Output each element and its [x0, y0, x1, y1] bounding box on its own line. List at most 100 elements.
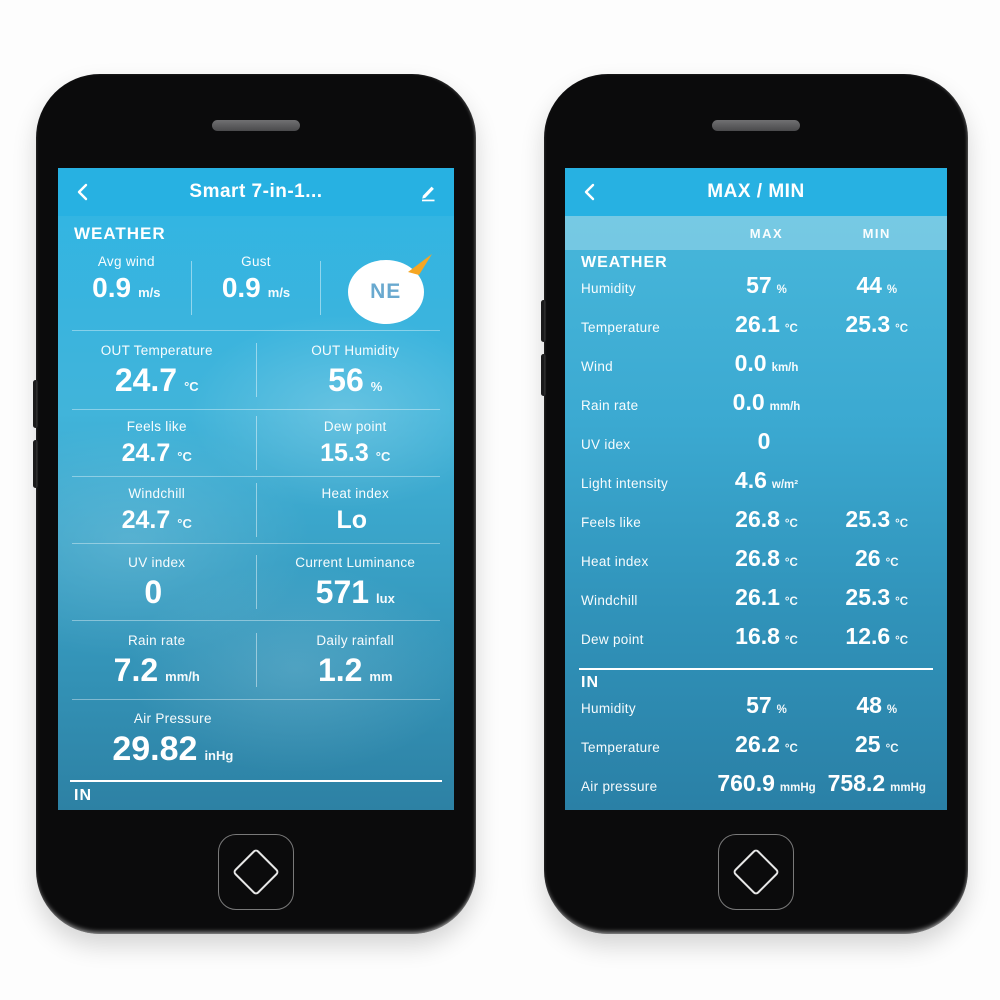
metric-value: 0.9 [221, 272, 261, 303]
metric-label: Windchill [128, 486, 186, 502]
maxmin-row: Light intensity 4.6 w/m² [565, 469, 947, 508]
metric-value-line: Lo [336, 507, 374, 534]
maxmin-row: Air pressure 760.9 mmHg 758.2 mmHg [565, 772, 947, 810]
maxmin-row: Windchill 26.1 °C 25.3 °C [565, 586, 947, 625]
metric-label: UV index [128, 554, 186, 570]
metric-label: Air pressure [581, 779, 658, 794]
metric-value: 56 [328, 361, 364, 398]
volume-up-button[interactable] [33, 380, 38, 428]
metric-value-line: 7.2 mm/h [114, 653, 200, 688]
metric-unit: m/s [138, 285, 161, 300]
metric-label: Windchill [581, 593, 638, 608]
edit-button[interactable] [417, 182, 438, 203]
row-divider [72, 699, 440, 700]
metric-unit: °C [184, 378, 199, 394]
metric-label: Air Pressure [133, 710, 212, 726]
volume-down-button[interactable] [541, 354, 546, 396]
chevron-left-icon [77, 183, 88, 201]
max-cell: 0.0 mm/h [711, 391, 823, 414]
max-cell: 26.1 °C [711, 586, 823, 609]
phone-right-frame: MAX / MIN MAX MIN WEATHER Humidity 57% 4… [541, 74, 968, 934]
maxmin-header-band: MAX MIN [565, 216, 947, 250]
min-unit: % [886, 284, 898, 296]
home-button[interactable] [718, 834, 794, 910]
speaker-grille [712, 120, 800, 131]
speaker-grille [212, 120, 300, 131]
max-value: 4.6 [734, 467, 767, 493]
max-unit: °C [784, 596, 798, 608]
min-cell: 25 °C [823, 733, 932, 756]
in-section-label: IN [74, 787, 92, 804]
vertical-divider [255, 343, 257, 397]
maxmin-row: Rain rate 0.0 mm/h [565, 391, 947, 430]
vertical-divider [255, 555, 257, 609]
max-cell: 0.0 km/h [711, 352, 823, 375]
max-column-header: MAX [749, 225, 784, 241]
metric-value: 1.2 [317, 651, 363, 688]
metric-value-line: 571 lux [316, 575, 395, 610]
metric-value-line: 24.7 °C [115, 363, 199, 398]
maxmin-row: Heat index 26.8 °C 26 °C [565, 547, 947, 586]
max-cell: 26.1 °C [711, 313, 823, 336]
max-value: 57 [746, 692, 772, 718]
avg-wind-cell: Avg wind 0.9 m/s [62, 246, 191, 330]
max-value: 26.8 [735, 506, 780, 532]
max-unit: w/m² [771, 479, 799, 491]
max-cell: 4.6 w/m² [711, 469, 823, 492]
metric-unit: mm [369, 668, 393, 684]
metric-row: Windchill 24.7 °C Heat index Lo [58, 477, 454, 543]
max-cell: 760.9 mmHg [711, 772, 823, 795]
max-unit: °C [784, 323, 798, 335]
min-value: 25.3 [845, 584, 891, 610]
max-cell: 26.8 °C [711, 508, 823, 531]
gust-cell: Gust 0.9 m/s [192, 246, 321, 330]
weather-section-label: WEATHER [74, 224, 166, 243]
metric-value-line: 29.82 inHg [112, 729, 233, 768]
metric-value: 24.7 [121, 439, 171, 468]
back-button[interactable] [581, 183, 599, 201]
metric-value-line: 0.9 m/s [92, 273, 161, 303]
back-button[interactable] [74, 183, 92, 201]
metric-cell: Dew point 15.3 °C [257, 410, 455, 476]
maxmin-row: Dew point 16.8 °C 12.6 °C [565, 625, 947, 664]
section-divider [579, 668, 933, 670]
metric-cell: Rain rate 7.2 mm/h [58, 621, 256, 699]
left-app-bar: Smart 7-in-1... [58, 168, 454, 216]
maxmin-row: Wind 0.0 km/h [565, 352, 947, 391]
metric-label: Humidity [581, 281, 636, 296]
metric-label: Daily rainfall [316, 632, 395, 648]
metric-label: Feels like [581, 515, 642, 530]
min-value: 48 [856, 692, 882, 718]
max-value: 0 [757, 428, 771, 454]
metric-unit: °C [177, 449, 192, 465]
row-divider [72, 409, 440, 410]
pen-icon [422, 186, 435, 201]
metric-value-line: 24.7 °C [121, 439, 192, 468]
metric-value: 15.3 [320, 439, 369, 468]
min-unit: °C [885, 557, 899, 569]
metric-label: Humidity [581, 701, 636, 716]
diamond-home-icon [731, 847, 781, 897]
metric-label: Rain rate [581, 398, 639, 413]
metric-value: 0 [144, 573, 163, 610]
maxmin-row: Humidity 57% 44% [565, 274, 947, 313]
volume-down-button[interactable] [33, 440, 38, 488]
metric-label: Light intensity [581, 476, 669, 491]
row-divider [72, 330, 440, 331]
metric-value-line: 1.2 mm [317, 651, 393, 688]
max-cell: 16.8 °C [711, 625, 823, 648]
min-unit: °C [895, 596, 909, 608]
metric-cell: Daily rainfall 1.2 mm [257, 621, 455, 699]
min-cell: 25.3 °C [823, 508, 932, 531]
wind-row: Avg wind 0.9 m/s Gust 0.9 m/s [58, 246, 454, 330]
right-app-bar: MAX / MIN [565, 168, 947, 216]
maxmin-row: Humidity 57% 48% [565, 694, 947, 733]
metric-value-line: 24.7 °C [122, 507, 192, 534]
metric-value: 29.82 [112, 729, 198, 768]
air-pressure-row: Air Pressure 29.82 inHg [58, 700, 454, 778]
chevron-left-icon [584, 183, 595, 201]
volume-up-button[interactable] [541, 300, 546, 342]
max-unit: °C [784, 557, 798, 569]
home-button[interactable] [218, 834, 294, 910]
metric-row: Feels like 24.7 °C Dew point 15.3 °C [58, 410, 454, 476]
